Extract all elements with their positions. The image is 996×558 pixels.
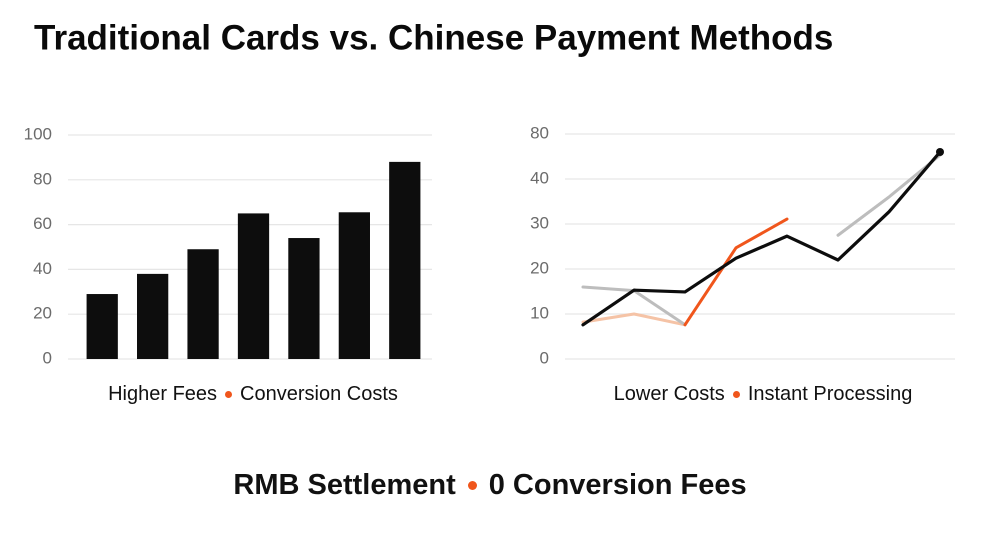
bullet: [467, 480, 477, 490]
bullet: [732, 390, 740, 398]
y-tick-label: 60: [33, 214, 52, 233]
chart-title: Traditional Cards vs. Chinese Payment Me…: [34, 18, 833, 57]
y-tick-label: 80: [530, 123, 549, 142]
bar: [338, 212, 370, 359]
caption-text: Instant Processing: [747, 382, 913, 405]
bar: [288, 238, 320, 359]
bottom-caption: RMB Settlement 0 Conversion Fees: [190, 467, 790, 503]
bar: [137, 273, 169, 359]
end-marker: [936, 148, 944, 156]
bar: [187, 249, 219, 359]
line-series: [581, 153, 942, 327]
caption: Higher Fees Conversion Costs: [53, 380, 453, 408]
bar: [237, 213, 270, 359]
line-series: [683, 217, 789, 327]
caption: Lower Costs Instant Processing: [563, 380, 963, 408]
y-tick-label: 0: [540, 348, 549, 367]
caption-text: 0 Conversion Fees: [488, 468, 747, 501]
bar: [86, 294, 118, 359]
y-tick-label: 10: [530, 303, 549, 322]
y-tick-label: 80: [33, 169, 52, 188]
bar: [389, 161, 421, 359]
y-tick-label: 30: [530, 213, 549, 232]
y-tick-label: 40: [33, 259, 52, 278]
caption-text: RMB Settlement: [233, 468, 456, 501]
line-series: [581, 150, 942, 327]
y-tick-label: 100: [24, 124, 52, 143]
line-series: [581, 312, 687, 327]
y-tick-label: 0: [43, 348, 52, 367]
bullet: [225, 390, 233, 398]
y-tick-label: 20: [530, 258, 549, 277]
y-tick-label: 20: [33, 304, 52, 323]
y-tick-label: 40: [530, 168, 549, 187]
caption-text: Conversion Costs: [240, 382, 398, 405]
caption-text: Lower Costs: [613, 382, 725, 405]
caption-text: Higher Fees: [108, 382, 218, 405]
